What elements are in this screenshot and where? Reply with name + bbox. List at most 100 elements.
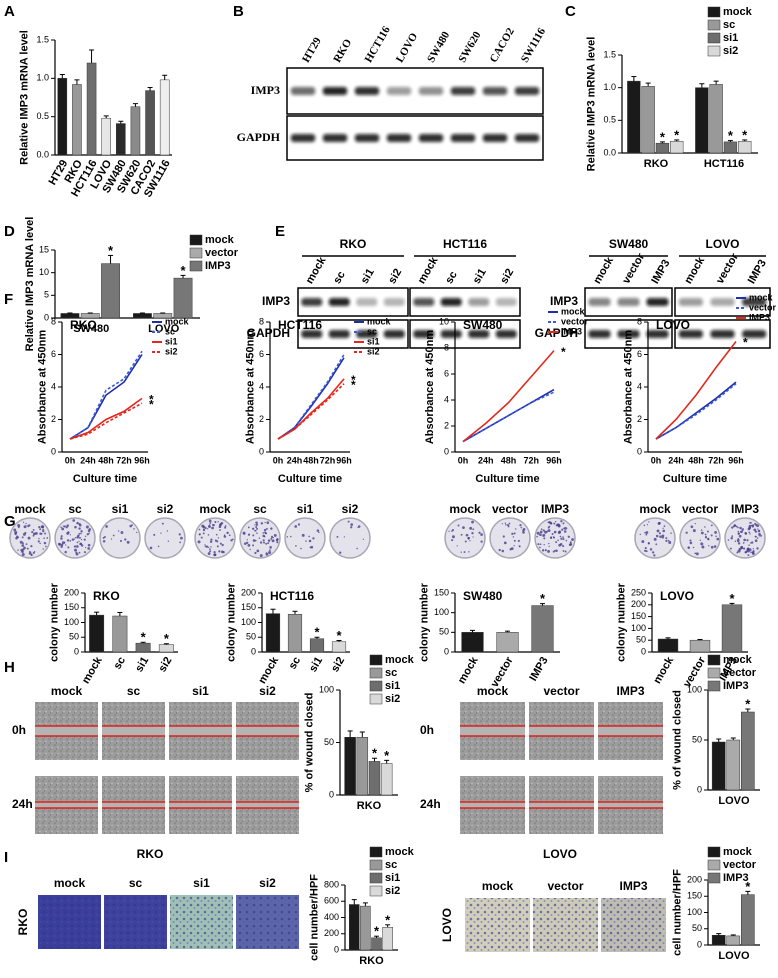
colony	[255, 521, 258, 524]
colony	[508, 522, 511, 525]
colony	[749, 521, 752, 524]
colony	[759, 535, 761, 537]
colony	[737, 530, 740, 533]
colony	[202, 532, 205, 535]
y-axis-title: Absorbance at 450nm	[244, 330, 256, 445]
lane-label: sc	[129, 876, 143, 890]
legend-label: si1	[723, 32, 738, 44]
bar	[112, 615, 128, 653]
colony	[469, 526, 473, 530]
colony	[543, 537, 546, 540]
colony	[197, 540, 201, 544]
lane-label: SW620	[456, 29, 483, 65]
colony	[63, 525, 65, 528]
bar	[145, 90, 155, 156]
lane-label: RKO	[331, 37, 354, 65]
colony	[67, 531, 70, 534]
colony	[13, 528, 17, 532]
colony	[710, 524, 713, 527]
colony	[39, 532, 42, 536]
lane-label: IMP3	[541, 502, 569, 516]
colony	[80, 530, 83, 533]
y-tick-label: 150	[687, 891, 702, 901]
colony	[78, 536, 81, 539]
colony	[61, 527, 65, 531]
colony	[112, 534, 115, 537]
colony	[269, 549, 271, 552]
colony-plate	[724, 517, 766, 559]
y-axis-title: cell number/HPF	[671, 869, 683, 956]
lane-label: HCT116	[363, 24, 394, 65]
x-tick-label: mock	[651, 654, 676, 686]
bar	[695, 87, 709, 154]
colony	[263, 541, 266, 544]
transwell-cells	[465, 898, 530, 952]
colony	[207, 552, 211, 555]
y-axis-title: Absorbance at 450nm	[622, 330, 634, 445]
lane-label: mock	[304, 254, 329, 286]
colony	[209, 548, 211, 550]
colony	[25, 522, 27, 525]
colony	[451, 539, 454, 542]
colony	[460, 533, 463, 536]
colony	[273, 533, 277, 537]
wound-gap	[460, 802, 525, 808]
colony	[746, 548, 749, 552]
colony	[265, 552, 269, 556]
panel-label: F	[4, 291, 13, 308]
x-tick-label: 96h	[728, 455, 744, 465]
colony	[513, 539, 516, 542]
colony	[747, 554, 750, 557]
colony	[40, 525, 44, 529]
colony	[553, 530, 557, 534]
significance-marker: *	[385, 912, 391, 927]
colony	[42, 548, 44, 550]
colony	[86, 533, 89, 536]
y-tick-label: 8	[259, 316, 264, 326]
colony	[210, 538, 213, 541]
legend-swatch	[369, 654, 383, 666]
legend-swatch	[369, 693, 383, 705]
colony	[301, 533, 305, 537]
colony	[218, 550, 221, 553]
colony	[561, 528, 564, 531]
colony	[567, 535, 571, 538]
significance-marker: *	[540, 591, 546, 606]
colony	[539, 533, 542, 537]
colony	[78, 527, 81, 530]
panel-label: E	[275, 223, 285, 240]
y-tick-label: 150	[64, 602, 79, 612]
lane-label: si1	[297, 502, 314, 516]
colony	[200, 536, 203, 539]
colony	[689, 539, 692, 542]
colony	[265, 527, 268, 530]
chart-title: LOVO	[660, 589, 694, 603]
y-tick-label: 0.5	[603, 115, 616, 125]
colony	[639, 533, 641, 536]
colony	[270, 537, 273, 540]
legend-label: IMP3	[561, 326, 582, 336]
y-tick-label: 2	[444, 420, 449, 430]
colony	[665, 537, 668, 540]
colony	[149, 546, 153, 550]
y-tick-label: 6	[51, 349, 56, 359]
colony	[221, 543, 224, 547]
x-tick-label: 48h	[98, 455, 114, 465]
y-tick-label: 0	[641, 646, 646, 656]
colony	[201, 524, 205, 528]
colony	[60, 526, 62, 529]
bar	[287, 613, 303, 653]
colony	[254, 551, 257, 555]
colony	[213, 553, 217, 557]
colony	[560, 520, 563, 523]
colony	[544, 549, 547, 552]
x-tick-label: 24h	[478, 455, 494, 465]
colony	[202, 528, 206, 532]
colony	[265, 532, 268, 535]
colony	[269, 546, 272, 549]
colony	[559, 535, 562, 538]
colony	[126, 540, 130, 544]
colony	[743, 538, 746, 542]
cell-label: RKO	[137, 847, 164, 861]
panel-label: C	[565, 3, 576, 20]
